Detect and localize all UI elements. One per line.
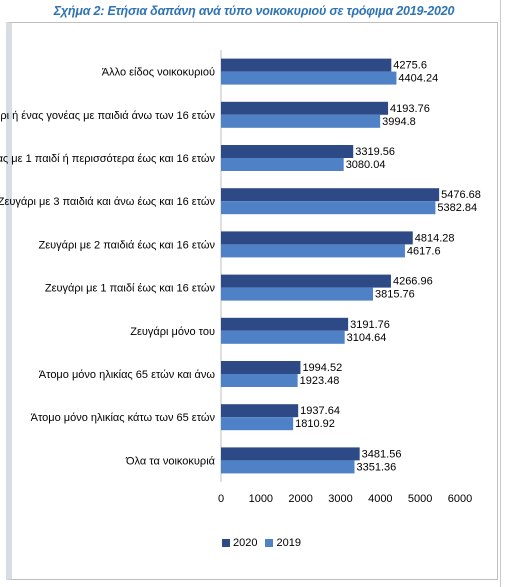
x-tick-label: 4000 xyxy=(368,493,392,505)
value-label-2019: 3815.76 xyxy=(375,289,415,301)
bar-2019 xyxy=(221,330,345,344)
x-tick-label: 6000 xyxy=(448,493,472,505)
bar-2020 xyxy=(221,101,389,115)
bar-2019 xyxy=(221,71,397,85)
bar-2019 xyxy=(221,158,344,171)
chart-legend: 2020 2019 xyxy=(222,537,301,549)
value-label-2019: 1810.92 xyxy=(295,418,335,430)
category-label: Ζευγάρι ή ένας γονέας με παιδιά άνω των … xyxy=(0,110,215,122)
value-label-2019: 5382.84 xyxy=(437,202,477,214)
bar-2019 xyxy=(221,417,294,431)
value-label-2020: 1937.64 xyxy=(300,405,340,417)
category-label: Άλλο είδος νοικοκυριού xyxy=(102,67,215,79)
x-tick-label: 1000 xyxy=(249,493,273,505)
page-divider xyxy=(500,0,501,587)
category-label: Ζευγάρι μόνο του xyxy=(130,326,215,338)
bar-2019 xyxy=(221,114,381,128)
bar-2020 xyxy=(221,274,391,288)
bar-2020 xyxy=(221,404,299,418)
value-label-2019: 3994.8 xyxy=(382,116,416,128)
value-label-2019: 4617.6 xyxy=(407,245,441,257)
legend-swatch-2019 xyxy=(265,539,274,547)
bar-2020 xyxy=(221,231,413,245)
bar-2019 xyxy=(221,287,373,301)
category-label: Άτομο μόνο ηλικίας 65 ετών και άνω xyxy=(39,369,216,381)
bar-2020 xyxy=(221,58,392,72)
bar-2020 xyxy=(221,447,360,461)
category-label: Ένας γονέας με 1 παιδί ή περισσότερα έως… xyxy=(0,153,215,165)
chart-frame xyxy=(6,22,498,580)
category-label: Όλα τα νοικοκυριά xyxy=(125,455,216,467)
legend-label-2019: 2019 xyxy=(276,537,301,549)
bar-2020 xyxy=(221,317,349,331)
legend-item-2019: 2019 xyxy=(265,537,301,549)
x-tick-label: 3000 xyxy=(328,493,352,505)
value-label-2019: 1923.48 xyxy=(300,375,340,387)
value-label-2020: 3481.56 xyxy=(362,448,402,460)
value-label-2020: 4266.96 xyxy=(393,276,433,288)
category-label: Ζευγάρι με 1 παιδί έως και 16 ετών xyxy=(45,283,216,295)
value-label-2019: 3351.36 xyxy=(356,461,396,473)
value-label-2019: 4404.24 xyxy=(398,73,438,85)
x-tick-label: 2000 xyxy=(288,493,312,505)
bar-2020 xyxy=(221,145,354,158)
value-label-2020: 4814.28 xyxy=(415,232,455,244)
value-label-2020: 5476.68 xyxy=(441,189,481,201)
value-label-2019: 3104.64 xyxy=(347,332,387,344)
value-label-2020: 4275.6 xyxy=(393,60,427,72)
legend-label-2020: 2020 xyxy=(233,537,258,549)
legend-item-2020: 2020 xyxy=(222,537,257,549)
value-label-2020: 1994.52 xyxy=(302,362,342,374)
chart-title: Σχήμα 2: Ετήσια δαπάνη ανά τύπο νοικοκυρ… xyxy=(53,4,455,18)
x-tick-label: 0 xyxy=(218,493,224,505)
value-label-2020: 3319.56 xyxy=(355,146,395,158)
bar-2019 xyxy=(221,374,298,387)
bar-2019 xyxy=(221,201,436,215)
bar-2020 xyxy=(221,188,440,202)
legend-swatch-2020 xyxy=(222,539,230,547)
category-label: Ζευγάρι με 3 παιδιά και άνω έως και 16 ε… xyxy=(0,196,215,208)
bar-2019 xyxy=(221,244,405,258)
value-label-2020: 3191.76 xyxy=(350,319,390,331)
bar-2020 xyxy=(221,361,301,374)
value-label-2019: 3080.04 xyxy=(346,159,386,171)
x-tick-label: 5000 xyxy=(408,493,432,505)
category-label: Άτομο μόνο ηλικίας κάτω των 65 ετών xyxy=(31,412,216,424)
category-label: Ζευγάρι με 2 παιδιά έως και 16 ετών xyxy=(39,239,216,251)
bar-2019 xyxy=(221,460,355,474)
value-label-2020: 4193.76 xyxy=(390,103,430,115)
